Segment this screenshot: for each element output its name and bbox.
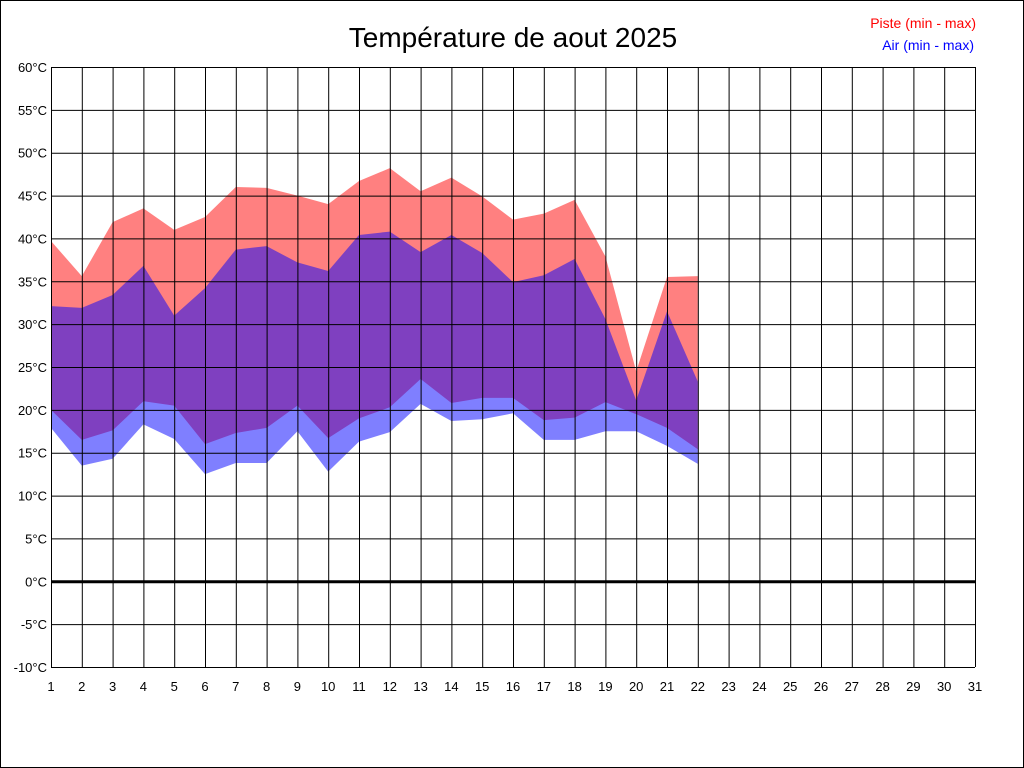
x-tick-label: 9	[294, 679, 301, 694]
x-tick-label: 30	[937, 679, 951, 694]
x-tick-label: 25	[783, 679, 797, 694]
y-tick-label: 35°C	[18, 274, 47, 289]
y-tick-label: -10°C	[14, 660, 47, 675]
x-tick-label: 27	[845, 679, 859, 694]
x-tick-label: 18	[567, 679, 581, 694]
x-tick-label: 29	[906, 679, 920, 694]
x-tick-label: 26	[814, 679, 828, 694]
y-tick-label: 45°C	[18, 189, 47, 204]
y-tick-label: 50°C	[18, 146, 47, 161]
x-tick-label: 15	[475, 679, 489, 694]
chart-title: Température de aout 2025	[349, 22, 677, 53]
x-tick-label: 28	[875, 679, 889, 694]
y-tick-label: 60°C	[18, 60, 47, 75]
x-tick-label: 23	[721, 679, 735, 694]
y-tick-label: 10°C	[18, 489, 47, 504]
y-tick-label: 55°C	[18, 103, 47, 118]
x-tick-label: 12	[383, 679, 397, 694]
x-tick-label: 5	[171, 679, 178, 694]
x-tick-label: 17	[537, 679, 551, 694]
x-tick-label: 31	[968, 679, 982, 694]
y-tick-label: 0°C	[25, 574, 47, 589]
x-tick-label: 2	[78, 679, 85, 694]
legend-air: Air (min - max)	[882, 37, 974, 53]
x-tick-label: 10	[321, 679, 335, 694]
area-series-air	[51, 231, 698, 475]
x-tick-label: 11	[352, 679, 366, 694]
x-tick-label: 22	[691, 679, 705, 694]
y-tick-label: -5°C	[21, 617, 47, 632]
y-tick-label: 40°C	[18, 231, 47, 246]
x-tick-label: 6	[201, 679, 208, 694]
x-tick-label: 14	[444, 679, 458, 694]
y-tick-label: 25°C	[18, 360, 47, 375]
x-tick-label: 7	[232, 679, 239, 694]
y-tick-label: 15°C	[18, 446, 47, 461]
x-tick-label: 24	[752, 679, 766, 694]
x-tick-label: 21	[660, 679, 674, 694]
x-tick-label: 1	[47, 679, 54, 694]
legend-piste: Piste (min - max)	[870, 15, 976, 31]
x-tick-label: 8	[263, 679, 270, 694]
x-tick-label: 4	[140, 679, 147, 694]
x-tick-label: 16	[506, 679, 520, 694]
x-tick-label: 20	[629, 679, 643, 694]
y-tick-label: 5°C	[25, 531, 47, 546]
x-tick-label: 19	[598, 679, 612, 694]
y-tick-label: 20°C	[18, 403, 47, 418]
y-tick-label: 30°C	[18, 317, 47, 332]
x-tick-label: 13	[413, 679, 427, 694]
x-tick-label: 3	[109, 679, 116, 694]
